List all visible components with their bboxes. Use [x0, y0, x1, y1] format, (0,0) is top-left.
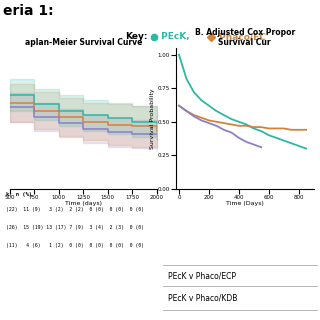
- X-axis label: Time (Days): Time (Days): [226, 201, 264, 206]
- Text: Phaco/EC: Phaco/EC: [216, 32, 266, 41]
- Text: eria 1:: eria 1:: [3, 4, 54, 18]
- Title: aplan-Meier Survival Curve: aplan-Meier Survival Curve: [25, 38, 142, 47]
- Text: PEcK,: PEcK,: [158, 32, 190, 41]
- X-axis label: Time (days): Time (days): [65, 201, 102, 206]
- Text: (11)   4 (6)   1 (2)  0 (0)  0 (0)  0 (0)  0 (0): (11) 4 (6) 1 (2) 0 (0) 0 (0) 0 (0) 0 (0): [6, 243, 144, 248]
- Text: (22)  11 (9)   3 (2)  2 (2)  0 (0)  0 (0)  0 (0): (22) 11 (9) 3 (2) 2 (2) 0 (0) 0 (0) 0 (0…: [6, 207, 144, 212]
- Text: PEcK v Phaco/ECP: PEcK v Phaco/ECP: [168, 271, 236, 280]
- Text: (26)  15 (19) 13 (17) 7 (9)  3 (4)  2 (3)  0 (0): (26) 15 (19) 13 (17) 7 (9) 3 (4) 2 (3) 0…: [6, 225, 144, 230]
- Text: Key:: Key:: [125, 32, 147, 41]
- Title: B. Adjusted Cox Propor
Survival Cur: B. Adjusted Cox Propor Survival Cur: [195, 28, 295, 47]
- Text: PEcK v Phaco/KDB: PEcK v Phaco/KDB: [168, 293, 237, 302]
- Y-axis label: Survival Probability: Survival Probability: [150, 88, 155, 149]
- Text: k: n (%): k: n (%): [6, 192, 32, 197]
